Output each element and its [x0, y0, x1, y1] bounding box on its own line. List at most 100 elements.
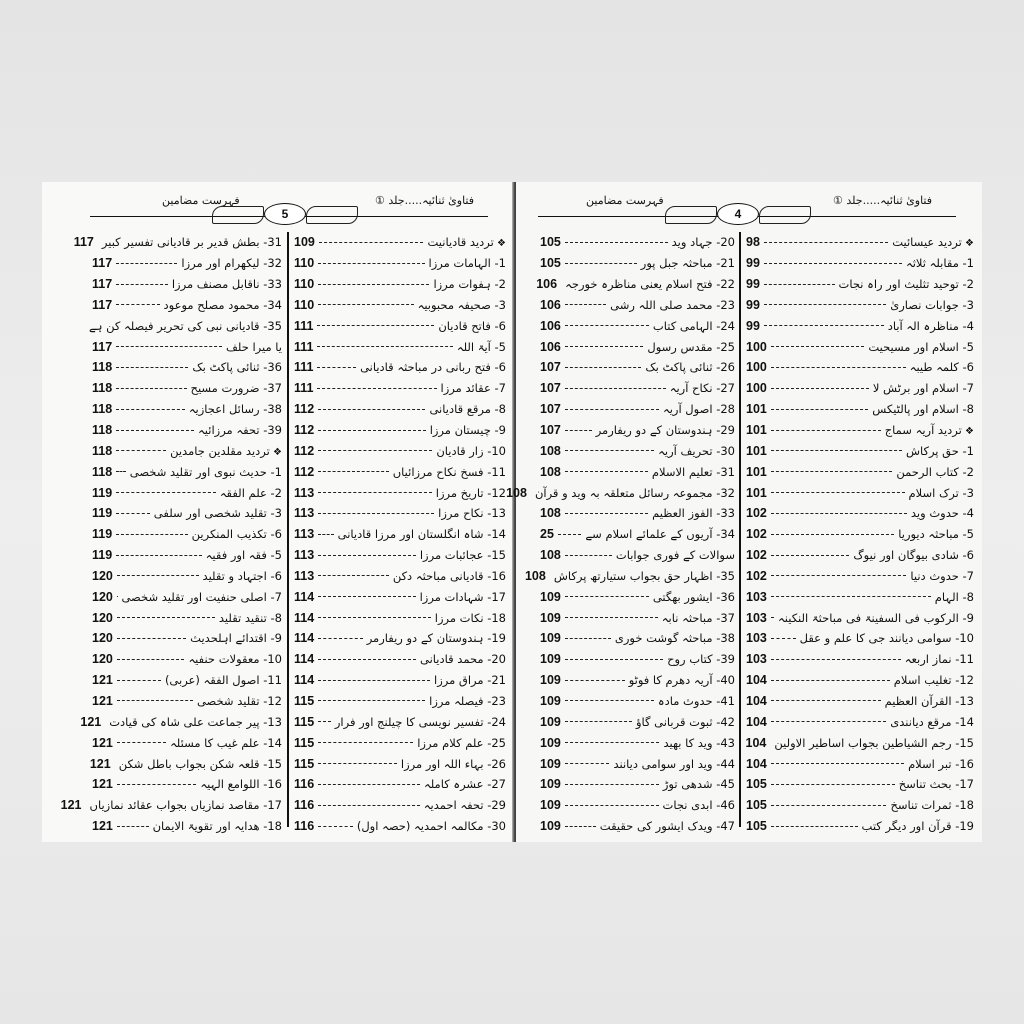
entry-title: 24- الہامی کتاب — [652, 318, 735, 333]
toc-entry: 24- تفسیر نویسی کا چیلنج اور فرار 115 — [294, 711, 506, 732]
column-divider — [739, 232, 741, 827]
toc-entry: 7- حدوث دنیا 102 — [746, 566, 974, 587]
entry-title: 15- قلعہ شکن بجواب باطل شکن — [118, 756, 282, 771]
entry-page-number: 120 — [92, 568, 113, 583]
entry-title: 47- ویدک ایشور کی حقیقت — [599, 819, 735, 834]
entry-page-number: 109 — [540, 610, 561, 625]
entry-title: 11- اصول الفقہ (عربی) — [164, 673, 282, 688]
leader-dots — [770, 366, 906, 368]
entry-page-number: 115 — [294, 735, 315, 750]
entry-title: 20- جہاد وید — [671, 235, 735, 250]
entry-page-number: 109 — [540, 673, 561, 688]
leader-dots — [116, 783, 197, 785]
entry-page-number: 109 — [540, 631, 561, 646]
entry-page-number: 101 — [746, 402, 767, 417]
entry-page-number: 100 — [746, 381, 767, 396]
toc-entry: 10- سوامی دیانند جی کا علم و عقل 103 — [746, 628, 974, 649]
leader-dots — [564, 637, 611, 639]
entry-page-number: 111 — [294, 360, 314, 375]
entry-title: 14- مرقع دیانندی — [890, 714, 974, 729]
toc-entry: 9- چیستان مرزا 112 — [294, 420, 506, 441]
toc-entry: 43- وید کا بھید 109 — [540, 732, 735, 753]
leader-dots — [318, 742, 414, 744]
entry-title: 18- نکات مرزا — [434, 610, 506, 625]
entry-title: 9- الرکوب فی السفینۃ فی مباحثۃ النکینہ — [778, 610, 974, 625]
entry-page-number: 117 — [92, 256, 113, 271]
entry-page-number: 115 — [294, 693, 315, 708]
entry-page-number: 101 — [746, 464, 767, 479]
entry-page-number: 102 — [746, 568, 767, 583]
toc-entry: 6- فاتح قادیان 111 — [294, 315, 506, 336]
toc-entry: 29- تحفہ احمدیہ 116 — [294, 795, 506, 816]
toc-entry: 23- محمد صلی اللہ رشی 106 — [540, 295, 735, 316]
leader-dots — [770, 471, 893, 473]
entry-title: 6- فتح ربانی در مباحثہ قادیانی — [360, 360, 506, 375]
leader-dots — [770, 763, 905, 765]
leader-dots — [564, 721, 632, 723]
entry-title: 35- قادیانی نبی کی تحریر فیصلہ کن ہے — [88, 318, 282, 333]
entry-title: 6- شادی بیوگان اور نیوگ — [853, 548, 974, 563]
entry-page-number: 109 — [540, 756, 561, 771]
entry-title: 41- حدوث مادہ — [657, 693, 735, 708]
toc-entry: 22- فتح اسلام یعنی مناظرہ خورجہ 106 — [536, 274, 735, 295]
entry-page-number: 120 — [92, 610, 113, 625]
entry-title: 13- نکاح مرزا — [438, 506, 506, 521]
entry-page-number: 121 — [92, 693, 113, 708]
leader-dots — [318, 304, 414, 306]
toc-entry: 8- تنقید تقلید 120 — [92, 607, 282, 628]
entry-page-number: 119 — [92, 548, 113, 563]
entry-page-number: 108 — [540, 506, 561, 521]
entry-page-number: 109 — [540, 589, 561, 604]
toc-entry: 35- قادیانی نبی کی تحریر فیصلہ کن ہے — [88, 315, 282, 336]
leader-dots — [318, 429, 426, 431]
entry-title: 46- ابدی نجات — [662, 798, 736, 813]
leader-dots — [318, 283, 430, 285]
entry-page-number: 25 — [540, 527, 554, 542]
toc-entry: 27- عشرہ کاملہ 116 — [294, 774, 506, 795]
entry-page-number: 118 — [92, 443, 113, 458]
leader-dots — [770, 492, 905, 494]
entry-title: 32- مجموعہ رسائل متعلقہ بہ وید و قرآن — [534, 485, 735, 500]
entry-page-number: 117 — [92, 297, 113, 312]
entry-title: 2- کتاب الرحمن — [896, 464, 974, 479]
entry-page-number: 102 — [746, 548, 767, 563]
entry-title: 3- ترک اسلام — [908, 485, 974, 500]
entry-title: 36- ایشور بھگتی — [652, 589, 735, 604]
entry-title: 43- وید کا بھید — [663, 735, 735, 750]
toc-entry: 14- شاہ انگلستان اور مرزا قادیانی 113 — [294, 524, 506, 545]
leader-dots — [116, 492, 216, 494]
toc-entry: 15- عجائبات مرزا 113 — [294, 545, 506, 566]
toc-entry: 5- مباحثہ دیوریا 102 — [746, 524, 974, 545]
entry-title: 42- ثبوت قربانی گاؤ — [635, 714, 735, 729]
entry-page-number: 115 — [294, 756, 315, 771]
entry-title: سوالات کے فوری جوابات — [615, 548, 735, 563]
leader-dots — [116, 617, 215, 619]
leader-dots — [318, 783, 420, 785]
leader-dots — [116, 596, 118, 598]
toc-entry: 5- آیۃ اللہ 111 — [294, 336, 506, 357]
entry-page-number: 110 — [294, 277, 315, 292]
entry-page-number: 115 — [294, 714, 315, 729]
entry-page-number: 98 — [746, 235, 760, 250]
column-divider — [287, 232, 289, 827]
entry-title: 14- علم غیب کا مسئلہ — [170, 735, 282, 750]
leader-dots — [770, 450, 902, 452]
toc-entry: 11- فسخ نکاح مرزائیاں 112 — [294, 461, 506, 482]
entry-title: 1- حدیث نبوی اور تقلید شخصی — [129, 464, 282, 479]
toc-section-heading: تردید آریہ سماج 101 — [746, 420, 974, 441]
entry-page-number: 114 — [294, 589, 315, 604]
entry-page-number: 121 — [92, 735, 113, 750]
toc-section-heading: تردید قادیانیت 109 — [294, 232, 506, 253]
leader-dots — [770, 617, 775, 619]
entry-page-number: 112 — [294, 443, 315, 458]
entry-title: 34- آریوں کے علمائے اسلام سے — [585, 527, 735, 542]
entry-page-number: 108 — [540, 548, 561, 563]
entry-page-number: 113 — [294, 527, 315, 542]
entry-page-number: 106 — [536, 277, 558, 292]
leader-dots — [770, 721, 887, 723]
book-page-5: فہرست مضامین فتاویٰ ثنائیہ.....جلد ① 5 ت… — [42, 182, 514, 842]
entry-page-number: 114 — [294, 652, 315, 667]
toc-entry: 7- اسلام اور برٹش لا 100 — [746, 378, 974, 399]
leader-dots — [564, 825, 596, 827]
toc-entry: 18- ھدایہ اور تقویۃ الایمان 121 — [92, 816, 282, 837]
